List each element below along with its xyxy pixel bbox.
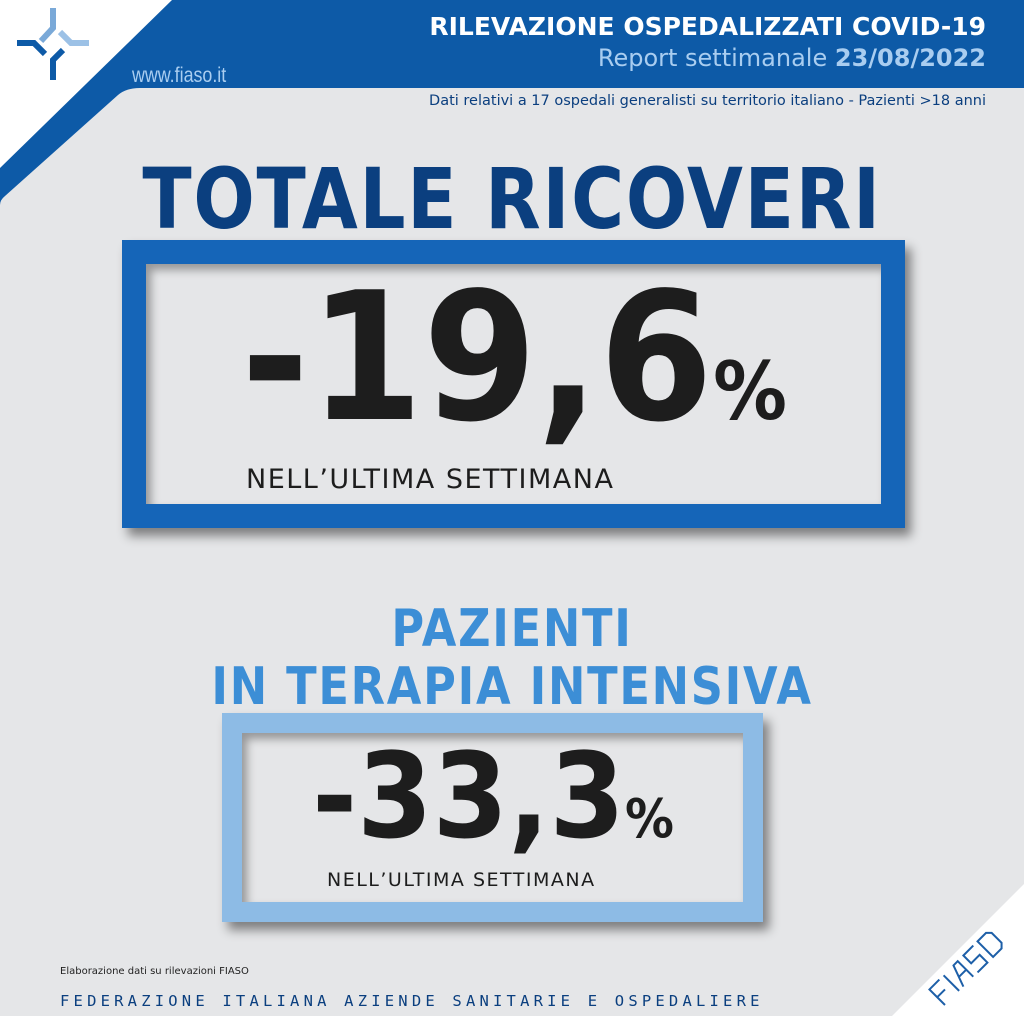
fiaso-watermark-logo [928, 931, 1003, 1006]
website-link[interactable]: www.fiaso.it [132, 64, 227, 87]
section1-value: -19,6% [241, 254, 787, 461]
subtitle-text: Report settimanale [597, 44, 828, 72]
source-note: Elaborazione dati su rilevazioni FIASO [60, 966, 249, 977]
header-band [0, 0, 1024, 250]
section2-caption: NELL’ULTIMA SETTIMANA [327, 869, 596, 891]
section1-unit: % [712, 345, 787, 438]
section1-box: -19,6% NELL’ULTIMA SETTIMANA [122, 240, 905, 528]
section2-number: -33,3 [311, 727, 625, 865]
section2-title-line2: IN TERAPIA INTENSIVA [211, 657, 813, 717]
section1-number: -19,6 [240, 254, 713, 461]
data-note: Dati relativi a 17 ospedali generalisti … [429, 93, 986, 109]
section2-unit: % [624, 788, 674, 850]
section2-title: PAZIENTI IN TERAPIA INTENSIVA [211, 600, 812, 716]
federation-name: FEDERAZIONE ITALIANA AZIENDE SANITARIE E… [60, 992, 764, 1010]
section1-caption: NELL’ULTIMA SETTIMANA [246, 464, 615, 495]
section2-box: -33,3% NELL’ULTIMA SETTIMANA [222, 713, 763, 922]
report-title: RILEVAZIONE OSPEDALIZZATI COVID-19 [429, 12, 986, 41]
report-date: 23/08/2022 [834, 44, 986, 72]
section1-title: TOTALE RICOVERI [142, 150, 882, 248]
report-subtitle: Report settimanale 23/08/2022 [598, 44, 986, 72]
section2-title-line1: PAZIENTI [391, 599, 633, 659]
fiaso-logo-icon [17, 8, 89, 80]
section2-value: -33,3% [312, 727, 674, 865]
